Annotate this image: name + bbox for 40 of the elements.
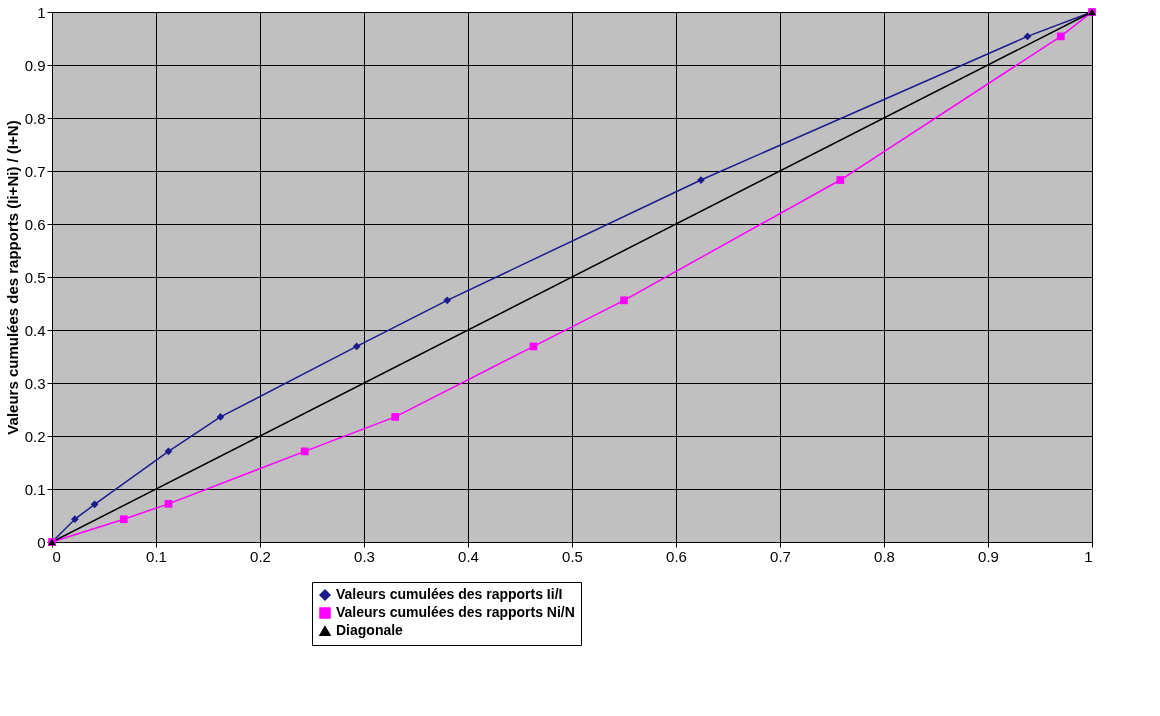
point xyxy=(391,413,400,421)
x-tick-label: 1 xyxy=(1084,547,1093,565)
point xyxy=(836,176,845,184)
y-tick-label: 0.9 xyxy=(24,56,46,74)
legend-label: Valeurs cumulées des rapports Ii/I xyxy=(336,586,563,602)
y-tick-label: 0.1 xyxy=(24,480,46,498)
x-tick-label: 0.7 xyxy=(770,547,791,565)
y-tick-label: 0.6 xyxy=(24,215,46,233)
point xyxy=(1023,32,1032,41)
x-tick-label: 0.4 xyxy=(458,547,479,565)
point xyxy=(352,342,361,351)
point xyxy=(300,447,309,456)
y-tick-label: 0 xyxy=(37,533,46,551)
y-tick-label: 0.4 xyxy=(24,321,46,339)
point xyxy=(1056,32,1065,41)
point xyxy=(71,515,79,524)
y-axis-title: Valeurs cumulées des rapports (Ii+Ni) / (I+N) xyxy=(3,120,21,435)
y-tick-label: 0.7 xyxy=(24,162,46,180)
point xyxy=(90,500,99,509)
point xyxy=(119,515,128,524)
point xyxy=(620,296,628,305)
y-tick-label: 0.3 xyxy=(24,374,46,392)
y-tick-label: 1 xyxy=(37,3,46,21)
legend-label: Valeurs cumulées des rapports Ni/N xyxy=(336,604,575,620)
point xyxy=(164,499,173,508)
legend-label: Diagonale xyxy=(336,622,404,638)
y-tick-label: 0.8 xyxy=(24,109,46,127)
y-tick-label: 0.2 xyxy=(24,427,46,445)
x-tick-label: 0.5 xyxy=(562,547,583,565)
x-tick-label: 0.3 xyxy=(354,547,375,565)
point xyxy=(443,296,452,305)
x-tick-label: 0 xyxy=(52,547,61,565)
y-tick-label: 0.5 xyxy=(24,268,46,286)
x-tick-label: 0.6 xyxy=(666,547,687,565)
x-tick-label: 0.1 xyxy=(146,547,167,565)
x-tick-label: 0.2 xyxy=(250,547,271,565)
point xyxy=(164,447,173,456)
x-tick-label: 0.9 xyxy=(978,547,999,565)
point xyxy=(216,413,225,421)
x-tick-label: 0.8 xyxy=(874,547,895,565)
